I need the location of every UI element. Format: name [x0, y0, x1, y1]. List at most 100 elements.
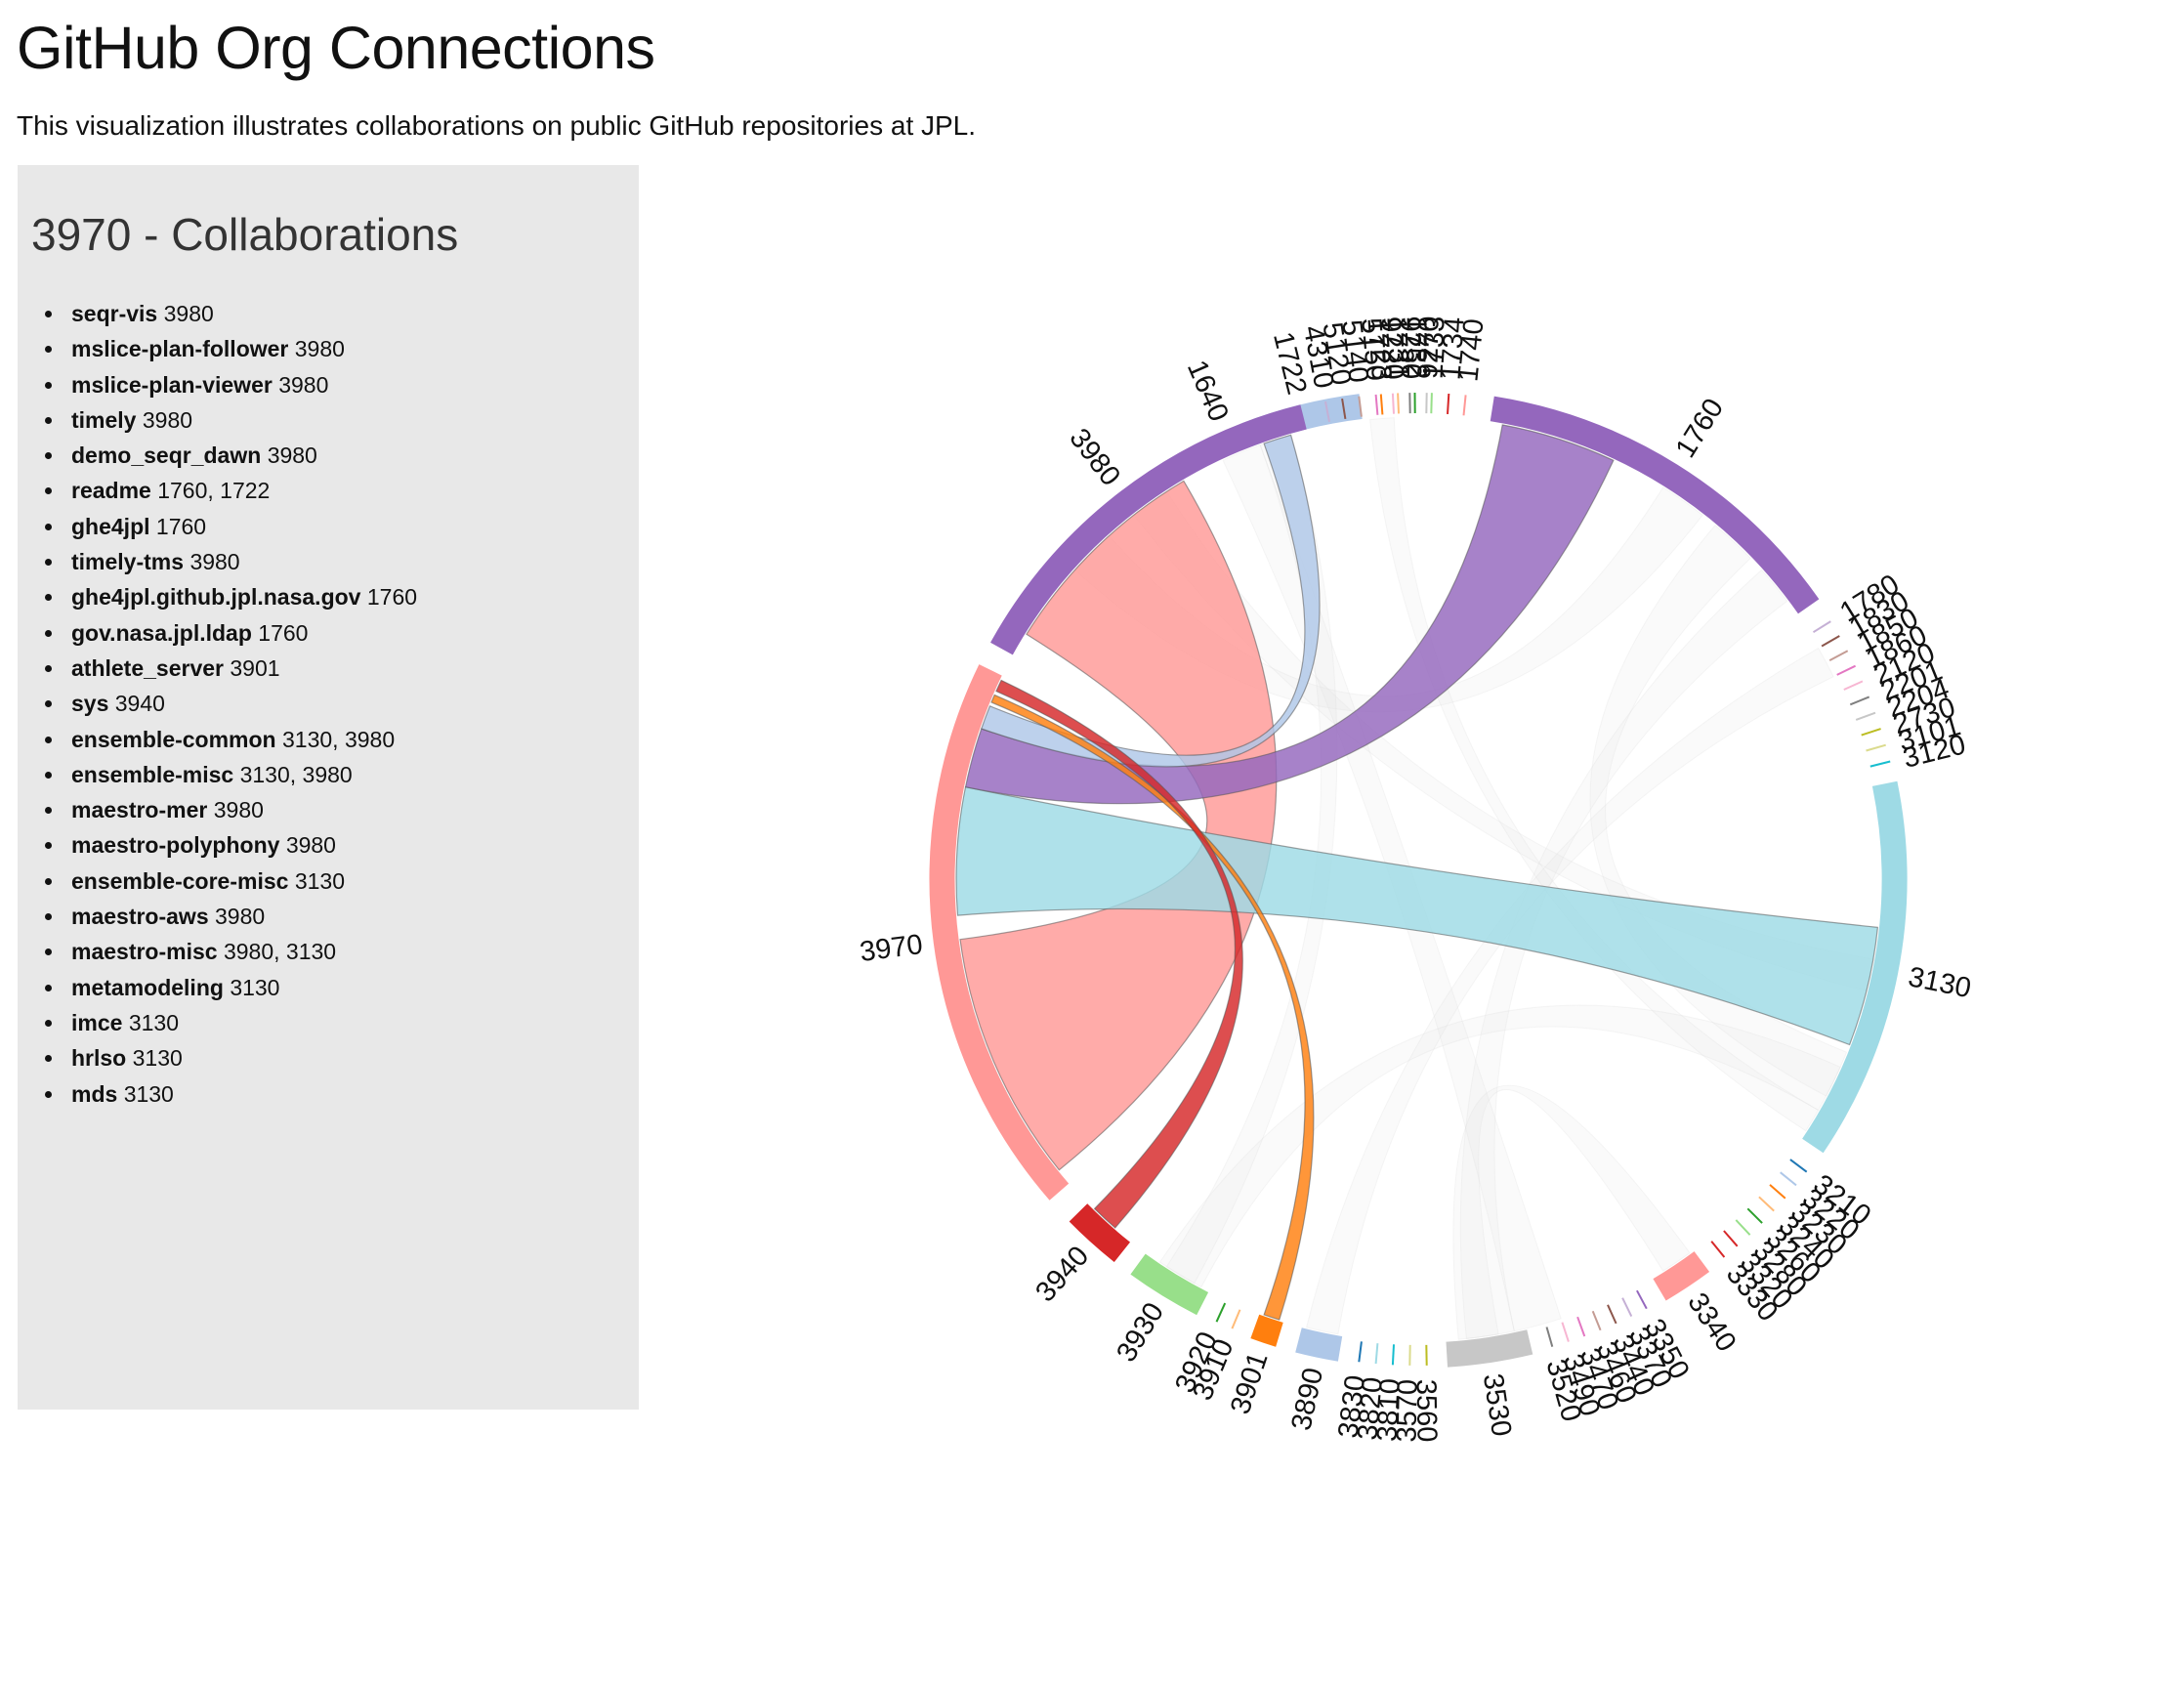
repo-name: seqr-vis [71, 301, 158, 326]
group-arc-3130[interactable] [1802, 780, 1908, 1154]
repo-orgs: 3130 [294, 867, 345, 894]
collaboration-item: mds 3130 [45, 1076, 625, 1112]
group-label-3890: 3890 [1285, 1365, 1329, 1433]
group-tick-1860[interactable] [1836, 664, 1857, 676]
group-label-1760: 1760 [1670, 394, 1730, 464]
group-tick-4310[interactable] [1324, 400, 1330, 422]
group-arc-3980[interactable] [990, 404, 1307, 655]
group-tick-3810[interactable] [1391, 1344, 1395, 1366]
group-tick-1731[interactable] [1397, 393, 1400, 414]
repo-orgs: 3130, 3980 [239, 761, 353, 787]
group-tick-3470[interactable] [1576, 1316, 1586, 1337]
group-tick-3280[interactable] [1735, 1219, 1751, 1236]
collaboration-item: metamodeling 3130 [45, 970, 625, 1005]
group-tick-2730[interactable] [1861, 728, 1881, 737]
group-tick-3520[interactable] [1545, 1327, 1554, 1347]
repo-name: metamodeling [71, 974, 224, 1000]
repo-name: mds [71, 1080, 118, 1107]
group-tick-1850[interactable] [1828, 650, 1849, 661]
repo-orgs: 3980 [285, 832, 336, 859]
highlighted-ribbons [955, 424, 1879, 1321]
repo-name: timely-tms [71, 549, 185, 575]
collaboration-item: sys 3940 [45, 686, 625, 721]
ribbon-3970-1722[interactable] [981, 434, 1321, 768]
group-tick-9220[interactable] [1391, 393, 1395, 414]
group-tick-3220[interactable] [1780, 1171, 1797, 1187]
group-tick-3210[interactable] [1789, 1159, 1808, 1173]
group-tick-3240[interactable] [1758, 1196, 1775, 1212]
repo-name: maestro-misc [71, 939, 218, 965]
collaboration-item: readme 1760, 1722 [45, 473, 625, 508]
faded-ribbon [1452, 1084, 1691, 1340]
page-subtitle: This visualization illustrates collabora… [17, 110, 977, 141]
collaborations-list: seqr-vis 3980 mslice-plan-follower 3980 ms… [31, 296, 625, 1112]
group-tick-3350[interactable] [1636, 1289, 1648, 1310]
collaboration-item: demo_seqr_dawn 3980 [45, 438, 625, 473]
repo-name: ensemble-core-misc [71, 867, 289, 894]
group-tick-5150[interactable] [1374, 394, 1379, 415]
group-tick-1734[interactable] [1447, 393, 1450, 414]
group-label-1740: 1740 [1452, 317, 1490, 383]
group-tick-3260[interactable] [1746, 1207, 1763, 1224]
group-tick-1733[interactable] [1430, 393, 1433, 414]
collaboration-item: imce 3130 [45, 1005, 625, 1040]
collaboration-item: maestro-misc 3980, 3130 [45, 934, 625, 969]
repo-orgs: 3130 [123, 1080, 174, 1107]
group-tick-3230[interactable] [1769, 1184, 1786, 1200]
collaboration-item: ghe4jpl 1760 [45, 509, 625, 544]
group-tick-3330[interactable] [1710, 1241, 1726, 1258]
repo-name: maestro-mer [71, 797, 208, 823]
group-tick-5140[interactable] [1358, 396, 1363, 417]
group-arc-3930[interactable] [1130, 1253, 1209, 1316]
repo-orgs: 3980 [163, 301, 214, 326]
ribbon-3970-3130[interactable] [955, 785, 1879, 1046]
group-labels: 1640 1722 17231731173217331734174017601780… [858, 316, 1973, 1442]
group-label-3530: 3530 [1477, 1371, 1517, 1439]
group-tick-5120[interactable] [1341, 398, 1347, 420]
group-tick-3920[interactable] [1215, 1302, 1227, 1323]
faded-ribbon [1158, 1004, 1841, 1288]
group-tick-3440[interactable] [1607, 1304, 1617, 1325]
group-label-1723: 1723 [1361, 316, 1397, 382]
group-arc-3340[interactable] [1653, 1251, 1710, 1301]
ribbon-3970-3901[interactable] [990, 694, 1315, 1321]
group-label-3970: 3970 [858, 929, 924, 968]
repo-name: sys [71, 691, 109, 717]
group-tick-3370[interactable] [1621, 1297, 1633, 1318]
group-tick-3910[interactable] [1231, 1309, 1241, 1329]
repo-name: mslice-plan-viewer [71, 371, 273, 398]
group-tick-2120[interactable] [1843, 680, 1864, 691]
group-tick-3490[interactable] [1561, 1322, 1570, 1342]
repo-orgs: 3980 [189, 549, 240, 575]
group-tick-1780[interactable] [1812, 620, 1831, 634]
group-tick-1740[interactable] [1462, 395, 1467, 416]
group-arc-3901[interactable] [1250, 1314, 1283, 1347]
group-tick-3120[interactable] [1869, 760, 1891, 768]
panel-heading: 3970 - Collaborations [31, 209, 459, 260]
group-tick-3320[interactable] [1723, 1230, 1739, 1247]
group-arc-3970[interactable] [929, 664, 1070, 1201]
collaboration-item: timely-tms 3980 [45, 544, 625, 579]
group-tick-2201[interactable] [1849, 695, 1870, 706]
group-arc-1760[interactable] [1490, 396, 1820, 614]
group-tick-3830[interactable] [1358, 1341, 1363, 1363]
group-tick-3820[interactable] [1374, 1343, 1379, 1365]
group-tick-1830[interactable] [1821, 635, 1840, 648]
collaboration-item: maestro-polyphony 3980 [45, 827, 625, 863]
group-label-5140: 5140 [1335, 318, 1374, 385]
ribbon-3970-3940[interactable] [995, 679, 1243, 1229]
group-tick-3460[interactable] [1591, 1310, 1602, 1331]
group-label-3830: 3830 [1332, 1373, 1371, 1440]
group-tick-2204[interactable] [1855, 711, 1876, 721]
group-arc-3940[interactable] [1069, 1203, 1131, 1263]
collaboration-item: mslice-plan-follower 3980 [45, 331, 625, 366]
repo-orgs: 3130 [132, 1045, 183, 1072]
repo-name: mslice-plan-follower [71, 336, 289, 362]
group-arc-3530[interactable] [1446, 1329, 1533, 1368]
group-tick-1723[interactable] [1379, 394, 1384, 415]
group-tick-3101[interactable] [1866, 743, 1886, 752]
repo-orgs: 3980 [294, 336, 345, 362]
group-arc-3890[interactable] [1295, 1328, 1343, 1362]
repo-name: maestro-polyphony [71, 832, 280, 859]
